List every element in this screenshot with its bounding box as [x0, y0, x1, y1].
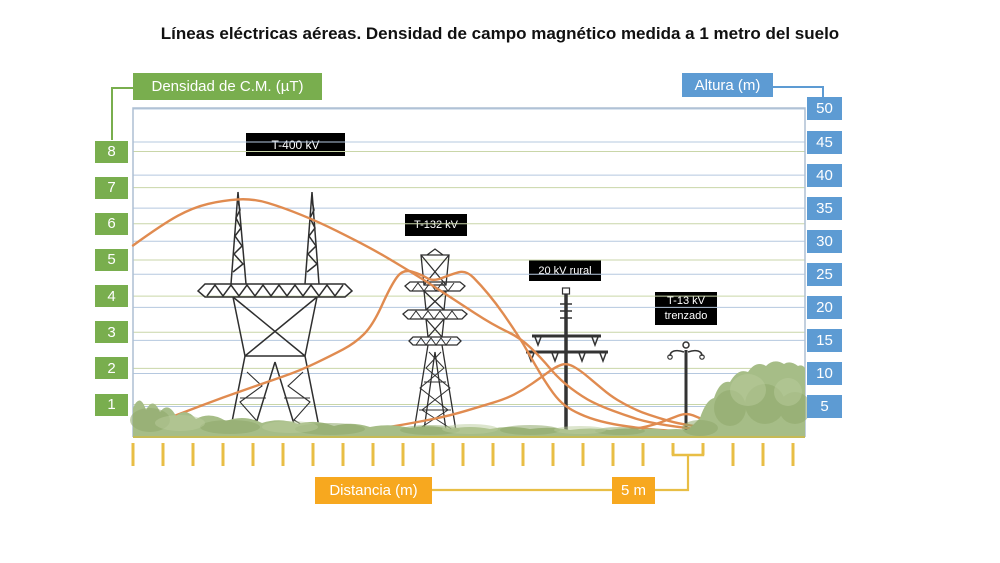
rural-20kv-pole-illustration [526, 287, 608, 437]
right-axis-tick: 5 [807, 395, 842, 418]
right-axis-tick: 25 [807, 262, 842, 286]
page-title: Líneas eléctricas aéreas. Densidad de ca… [160, 24, 840, 43]
label-t13-line2: trenzado [664, 309, 708, 322]
right-axis-tick: 15 [807, 328, 842, 352]
left-axis-tick: 4 [95, 285, 128, 308]
right-axis-tick: 40 [807, 163, 842, 187]
left-axis-connector-line [111, 87, 133, 140]
right-axis-tick: 45 [807, 130, 842, 154]
label-t13-line1: T-13 kV [667, 294, 705, 307]
right-axis-tick: 20 [807, 295, 842, 319]
scale-5m-label: 5 m [612, 477, 655, 504]
curve-kv20 [329, 362, 762, 437]
left-axis-tick: 5 [95, 248, 128, 271]
left-axis-tick: 6 [95, 212, 128, 235]
left-axis-tick: 7 [95, 176, 128, 199]
curve-t13 [599, 412, 765, 434]
label-t132: T-132 kV [405, 214, 467, 236]
ground-baseline [133, 436, 805, 438]
bracket-connector-line [655, 455, 690, 492]
five-meter-bracket [671, 443, 705, 457]
right-axis-gridlines [133, 108, 805, 407]
plot-frame [132, 107, 806, 437]
right-axis-tick: 30 [807, 229, 842, 253]
left-axis-tick: 8 [95, 140, 128, 163]
label-t13-trenzado: T-13 kV trenzado [655, 292, 717, 325]
t400-tower-illustration [196, 191, 354, 438]
x-axis-title: Distancia (m) [315, 477, 432, 504]
label-t400: T-400 kV [246, 133, 345, 156]
distance-ticks [131, 443, 795, 466]
left-axis-title: Densidad de C.M. (µT) [133, 73, 322, 100]
t13-pole-illustration [667, 341, 705, 437]
t132-tower-illustration [402, 248, 468, 438]
grass-illustration [130, 361, 811, 438]
left-axis-gridlines [133, 151, 805, 405]
left-axis-tick: 3 [95, 321, 128, 344]
right-axis-title: Altura (m) [682, 73, 773, 97]
right-axis-tick: 35 [807, 196, 842, 220]
right-axis-tick: 50 [807, 97, 842, 121]
right-axis-tick: 10 [807, 361, 842, 385]
label-20kv-rural: 20 kV rural [529, 260, 601, 281]
right-axis-connector-line [773, 86, 824, 97]
left-axis-tick: 2 [95, 357, 128, 380]
left-axis-tick: 1 [95, 393, 128, 416]
curve-t132 [134, 269, 705, 434]
